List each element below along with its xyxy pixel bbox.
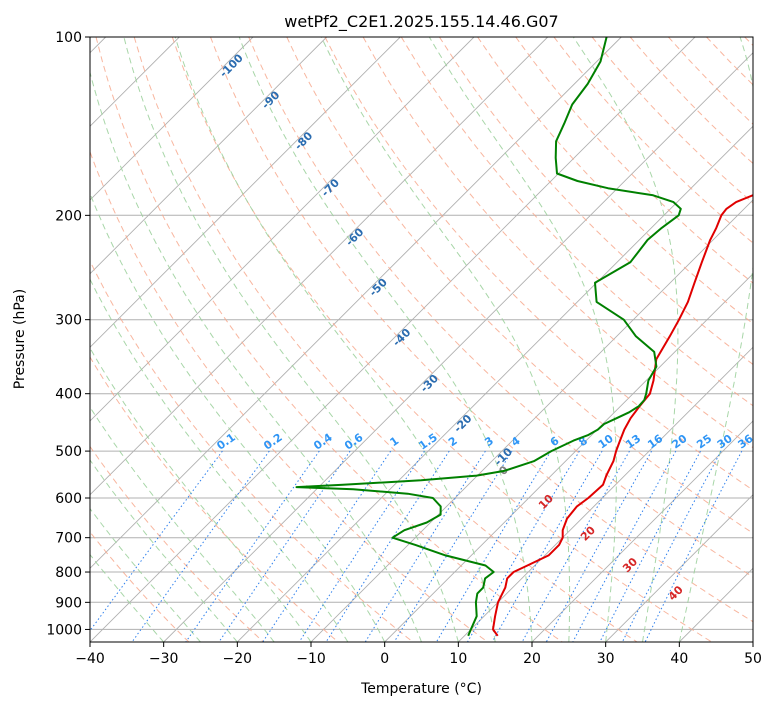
moist-adiabat-line: [90, 406, 275, 642]
mixing-ratio-line: [262, 450, 392, 642]
dry-adiabat-line: [95, 37, 563, 642]
isotherm-line: [90, 37, 622, 569]
moist-adiabat-line: [238, 37, 533, 642]
isotherm-line: [163, 52, 753, 642]
mixing-ratio-line: [521, 450, 630, 642]
moist-adiabat-line: [123, 37, 459, 642]
dry-adiabat-line: [210, 37, 753, 623]
dry-adiabat-line: [90, 445, 264, 642]
y-axis-label: Pressure (hPa): [12, 289, 28, 389]
dry-adiabat-line: [171, 37, 712, 642]
y-tick-label: 400: [55, 387, 82, 403]
x-tick-label: 30: [597, 651, 615, 667]
mixing-ratio-line: [545, 450, 653, 642]
isotherm-line: [90, 37, 328, 275]
y-tick-label: 800: [55, 565, 82, 581]
isotherm-line: [90, 37, 254, 201]
dry-adiabat-line: [133, 37, 638, 642]
mixing-ratio-label: 36: [736, 432, 756, 452]
y-tick-label: 600: [55, 491, 82, 507]
mixing-ratio-line: [218, 450, 351, 642]
isotherm-line: [90, 37, 549, 496]
moist-adiabat-line: [90, 459, 238, 642]
mixing-ratio-line: [491, 450, 603, 642]
dewpoint-profile: [295, 37, 682, 637]
x-tick-label: 40: [670, 651, 688, 667]
isotherm-line: [90, 37, 475, 422]
mixing-ratio-line: [599, 450, 701, 642]
x-tick-label: −10: [296, 651, 326, 667]
x-tick-label: −40: [75, 651, 105, 667]
dry-adiabat-line: [477, 37, 753, 325]
x-tick-label: −30: [149, 651, 179, 667]
x-tick-label: −20: [223, 651, 253, 667]
y-tick-label: 500: [55, 444, 82, 460]
moist-adiabat-line: [428, 37, 617, 642]
axes: −40 −30 −20 −10 0 10 20 30 40 50 100 200 300 400 500 60…: [46, 30, 762, 667]
moist-adiabat-line: [90, 192, 386, 642]
y-tick-label: 900: [55, 595, 82, 611]
moist-adiabat-line: [90, 70, 422, 642]
dry-adiabat-line: [90, 259, 414, 642]
moist-adiabat-line: [320, 37, 571, 642]
moist-adiabat-line: [90, 553, 165, 642]
x-tick-label: 10: [449, 651, 467, 667]
moist-adiabat-line: [174, 37, 496, 642]
isotherm-line: [384, 273, 753, 642]
x-tick-label: 0: [380, 651, 389, 667]
x-tick-label: 50: [744, 651, 762, 667]
profile-series: [295, 37, 753, 637]
plot-frame: [89, 36, 754, 643]
mixing-ratio-line: [572, 450, 677, 642]
x-tick-label: 20: [523, 651, 541, 667]
mixing-ratio-line: [298, 450, 425, 642]
moist-adiabat-line: [678, 37, 753, 642]
dry-adiabat-line: [90, 356, 339, 642]
dry-adiabat-line: [248, 37, 753, 578]
isotherm-line: [531, 420, 753, 642]
isotherm-line: [236, 125, 753, 642]
y-tick-label: 200: [55, 208, 82, 224]
isotherm-line: [90, 37, 401, 348]
y-tick-label: 700: [55, 531, 82, 547]
x-axis-label: Temperature (°C): [360, 681, 482, 697]
dry-adiabat-line: [438, 37, 753, 366]
background-lines: [90, 37, 753, 642]
mixing-ratio-line: [90, 450, 223, 632]
isotherm-line: [605, 494, 753, 642]
mixing-ratio-line: [393, 450, 513, 642]
y-tick-label: 1000: [46, 622, 82, 638]
y-tick-label: 100: [55, 30, 82, 46]
moist-adiabat-line: [90, 347, 312, 642]
isotherm-line: [457, 346, 753, 642]
dry-adiabat-line: [324, 37, 753, 491]
dry-adiabat-line: [286, 37, 753, 534]
y-tick-label: 300: [55, 313, 82, 329]
moist-adiabat-line: [90, 278, 349, 642]
mixing-ratio-line: [644, 450, 743, 642]
chart-title: wetPf2_C2E1.2025.155.14.46.G07: [284, 12, 558, 32]
moist-adiabat-line: [90, 507, 201, 642]
mixing-ratio-line: [185, 450, 320, 642]
moist-adiabat-line: [572, 37, 679, 642]
mixing-ratio-line: [621, 450, 722, 642]
